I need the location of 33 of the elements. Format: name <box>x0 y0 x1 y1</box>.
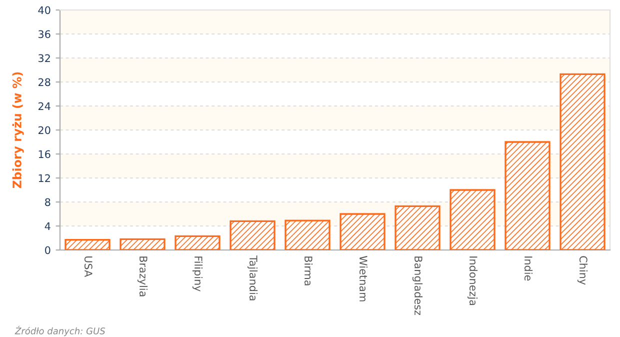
y-axis-title: Zbiory ryżu (w %) <box>12 72 24 188</box>
x-tick-label: USA <box>84 256 92 278</box>
y-tick-label: 20 <box>38 126 50 134</box>
bar <box>450 189 496 250</box>
y-tick-label: 28 <box>38 78 50 86</box>
x-tick-label: Indonezja <box>467 256 478 306</box>
bar <box>284 220 330 250</box>
x-tick-label: Wietnam <box>359 256 368 302</box>
y-tick-label: 16 <box>38 150 50 158</box>
bar <box>560 73 606 250</box>
bar <box>394 205 440 250</box>
x-tick-label: Indie <box>524 256 533 281</box>
x-tick-label: Chiny <box>577 256 588 285</box>
x-tick-label: Birma <box>304 256 313 286</box>
x-tick-label: Filipiny <box>192 256 203 292</box>
bar <box>504 141 550 250</box>
y-tick-label: 24 <box>38 102 50 110</box>
bar <box>340 213 386 250</box>
bar <box>174 235 220 250</box>
y-tick-label: 32 <box>38 54 50 62</box>
y-tick-label: 36 <box>38 30 50 38</box>
y-tick-label: 40 <box>38 6 50 14</box>
text: Źródło danych: GUS <box>14 326 106 336</box>
x-tick-label: Brazylia <box>137 256 148 296</box>
y-tick-label: 0 <box>45 246 50 254</box>
y-tick-label: 4 <box>44 222 50 230</box>
bar <box>120 238 166 250</box>
bar <box>230 220 276 250</box>
x-tick-label: Tajlandia <box>247 256 258 300</box>
bar <box>64 238 110 250</box>
x-tick-label: Bangladesz <box>412 256 423 316</box>
y-tick-label: 12 <box>38 174 50 182</box>
y-tick-label: 8 <box>45 198 50 206</box>
